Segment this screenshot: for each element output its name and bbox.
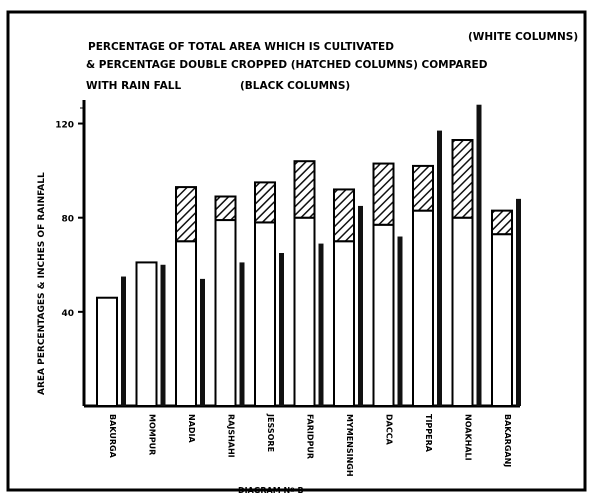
diagram-caption: DIAGRAM Nº B <box>238 486 304 495</box>
category-label-tippera: TIPPERA <box>424 414 433 453</box>
double-cropped-bar-rajshahi <box>214 195 237 222</box>
category-label-jessore: JESSORE <box>266 413 275 452</box>
rainfall-bar-noakhali <box>476 104 482 406</box>
category-label-faridpur: FARIDPUR <box>306 414 315 459</box>
y-tick-label: 120 <box>55 121 74 131</box>
y-tick-label: 40 <box>61 309 74 319</box>
category-label-rajshahi: RAJSHAHI <box>227 414 236 458</box>
cultivated-bar-mompur <box>135 261 158 407</box>
chart-title-line-3: WITH RAIN FALL <box>86 80 181 92</box>
double-cropped-bar-bakarganj <box>491 209 513 236</box>
category-label-bakarganj: BAKARGANJ <box>503 414 512 467</box>
chart-title-line-1b: (WHITE COLUMNS) <box>468 31 578 43</box>
double-cropped-bar-tippera <box>412 164 434 212</box>
cultivated-bar-jessore <box>254 221 276 407</box>
rainfall-bar-faridpur <box>318 243 324 406</box>
cultivated-bar-faridpur <box>293 216 316 407</box>
rainfall-bar-rajshahi <box>239 262 245 406</box>
rainfall-bar-bakarganj <box>516 198 521 406</box>
y-axis-label: AREA PERCENTAGES & INCHES OF RAINFALL <box>37 172 47 395</box>
double-cropped-bar-faridpur <box>293 160 316 219</box>
double-cropped-bar-nadia <box>175 186 197 243</box>
double-cropped-bar-dacca <box>372 162 395 226</box>
double-cropped-bar-noakhali <box>451 139 474 219</box>
rainfall-bar-mompur <box>160 264 166 406</box>
rainfall-bar-dacca <box>397 236 403 406</box>
rainfall-bar-nadia <box>200 278 205 406</box>
category-label-dacca: DACCA <box>385 414 394 446</box>
double-cropped-bar-jessore <box>254 181 276 224</box>
cultivated-bar-bakurga <box>96 296 118 408</box>
cultivated-bar-rajshahi <box>214 219 237 407</box>
cultivated-bar-mymensingh <box>333 240 355 407</box>
category-label-mompur: MOMPUR <box>148 414 157 455</box>
rainfall-bar-tippera <box>437 130 442 406</box>
cultivated-bar-noakhali <box>451 216 474 407</box>
cultivated-bar-nadia <box>175 240 197 407</box>
category-label-bakurga: BAKURGA <box>108 414 117 459</box>
chart-title-line-1: PERCENTAGE OF TOTAL AREA WHICH IS CULTIV… <box>88 41 394 53</box>
rainfall-bar-bakurga <box>121 276 126 406</box>
cultivated-bar-dacca <box>372 223 395 407</box>
rainfall-bar-jessore <box>279 253 284 406</box>
chart-title-line-3b: (BLACK COLUMNS) <box>240 80 350 92</box>
chart-title-line-2: & PERCENTAGE DOUBLE CROPPED (HATCHED COL… <box>86 59 488 71</box>
y-tick-label: 80 <box>61 215 74 225</box>
cultivated-bar-tippera <box>412 209 434 407</box>
rainfall-bar-mymensingh <box>358 205 363 406</box>
frame-border <box>6 10 587 492</box>
cultivated-bar-bakarganj <box>491 233 513 407</box>
category-label-noakhali: NOAKHALI <box>464 414 473 461</box>
category-label-nadia: NADIA <box>187 414 196 444</box>
category-label-mymensingh: MYMENSINGH <box>345 414 354 477</box>
double-cropped-bar-mymensingh <box>333 188 355 243</box>
